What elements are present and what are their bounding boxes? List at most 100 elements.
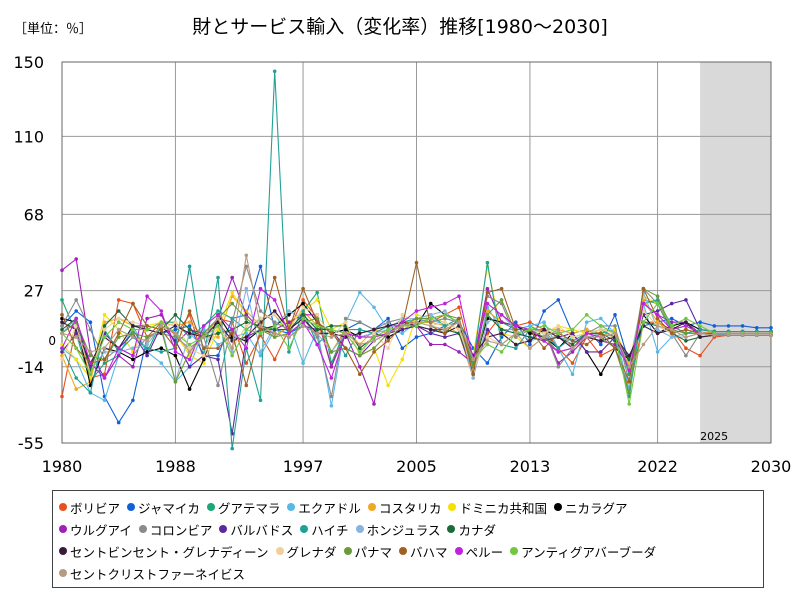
data-point bbox=[514, 327, 518, 332]
data-point bbox=[627, 391, 631, 395]
data-point bbox=[159, 361, 164, 365]
data-point bbox=[131, 346, 135, 351]
data-point bbox=[499, 320, 504, 325]
data-point bbox=[471, 357, 476, 362]
data-point bbox=[499, 327, 504, 332]
data-point bbox=[485, 260, 490, 265]
data-point bbox=[485, 361, 490, 365]
data-point bbox=[570, 361, 575, 365]
legend-item: ウルグアイ bbox=[59, 520, 132, 539]
legend-marker bbox=[399, 547, 408, 555]
data-point bbox=[599, 324, 603, 328]
data-point bbox=[755, 326, 759, 330]
data-point bbox=[414, 324, 419, 328]
data-point bbox=[202, 331, 206, 336]
legend-marker bbox=[59, 569, 67, 577]
data-point bbox=[655, 309, 660, 313]
data-point bbox=[542, 339, 546, 343]
data-point bbox=[60, 327, 64, 332]
unit-label: ［単位：％］ bbox=[14, 22, 93, 37]
data-point bbox=[400, 357, 405, 362]
data-point bbox=[88, 391, 93, 395]
data-point bbox=[145, 327, 149, 332]
legend-label: ボリビア bbox=[70, 500, 121, 516]
data-point bbox=[542, 309, 546, 313]
data-point bbox=[272, 298, 277, 302]
data-point bbox=[230, 331, 234, 336]
data-point bbox=[698, 320, 702, 325]
data-point bbox=[216, 313, 220, 317]
legend-label: ウルグアイ bbox=[70, 522, 132, 538]
data-point bbox=[443, 301, 447, 306]
chart-legend: ボリビア ジャマイカ グアテマラ エクアドル コスタリカ ドミニカ共和国 ニカラグア ウルグア… bbox=[52, 490, 764, 588]
data-point bbox=[372, 335, 376, 339]
data-point bbox=[244, 335, 249, 339]
data-point bbox=[358, 350, 362, 354]
data-point bbox=[102, 376, 107, 380]
data-point bbox=[514, 342, 518, 347]
data-point bbox=[414, 309, 419, 313]
data-point bbox=[343, 320, 348, 325]
data-point bbox=[443, 327, 447, 332]
legend-label: ハイチ bbox=[311, 522, 349, 538]
y-tick-label: -55 bbox=[18, 434, 44, 453]
data-point bbox=[528, 339, 532, 343]
legend-label: ニカラグア bbox=[564, 500, 628, 516]
legend-item: グアテマラ bbox=[206, 498, 281, 517]
data-point bbox=[202, 353, 206, 358]
data-point bbox=[173, 353, 178, 358]
data-point bbox=[74, 335, 78, 339]
data-point bbox=[315, 335, 320, 339]
data-point bbox=[187, 357, 192, 362]
data-point bbox=[684, 316, 688, 321]
data-point bbox=[60, 320, 64, 325]
legend-label: セントビンセント・グレナディーン bbox=[70, 544, 269, 560]
data-point bbox=[655, 313, 660, 317]
data-point bbox=[173, 335, 178, 339]
data-point bbox=[698, 324, 702, 328]
data-point bbox=[712, 333, 717, 338]
data-point bbox=[556, 327, 561, 332]
data-point bbox=[329, 327, 334, 332]
data-point bbox=[358, 353, 362, 358]
data-point bbox=[443, 313, 447, 317]
legend-item: グレナダ bbox=[275, 542, 337, 561]
data-point bbox=[60, 346, 64, 351]
data-point bbox=[443, 342, 447, 347]
legend-item: バルバドス bbox=[219, 520, 293, 539]
data-point bbox=[272, 331, 277, 336]
data-point bbox=[272, 69, 277, 74]
data-point bbox=[272, 357, 277, 362]
legend-item: コロンビア bbox=[138, 520, 212, 539]
data-point bbox=[443, 316, 447, 321]
legend-marker bbox=[454, 547, 463, 555]
data-point bbox=[386, 335, 390, 339]
legend-marker bbox=[448, 503, 457, 511]
data-point bbox=[570, 346, 575, 351]
data-point bbox=[400, 313, 405, 317]
legend-item: ホンジュラス bbox=[355, 520, 440, 539]
data-point bbox=[329, 324, 334, 328]
legend-marker bbox=[343, 547, 352, 555]
data-point bbox=[584, 350, 589, 354]
data-point bbox=[60, 357, 64, 362]
data-point bbox=[301, 361, 305, 365]
data-point bbox=[358, 372, 362, 377]
data-point bbox=[116, 327, 121, 332]
data-point bbox=[187, 331, 192, 336]
legend-label: グアテマラ bbox=[217, 500, 281, 516]
data-point bbox=[301, 324, 305, 328]
data-point bbox=[116, 420, 121, 425]
data-point bbox=[343, 316, 348, 321]
data-point bbox=[599, 372, 603, 377]
data-point bbox=[414, 316, 419, 321]
data-point bbox=[599, 331, 603, 336]
data-point bbox=[187, 387, 192, 391]
data-point bbox=[599, 342, 603, 347]
legend-row: セントビンセント・グレナディーン グレナダ パナマ バハマ ペルー アンティグアバーブーダ bbox=[59, 540, 757, 562]
data-point bbox=[372, 346, 376, 351]
data-point bbox=[443, 320, 447, 325]
data-point bbox=[769, 326, 773, 330]
data-point bbox=[230, 327, 234, 332]
data-point bbox=[528, 327, 532, 332]
